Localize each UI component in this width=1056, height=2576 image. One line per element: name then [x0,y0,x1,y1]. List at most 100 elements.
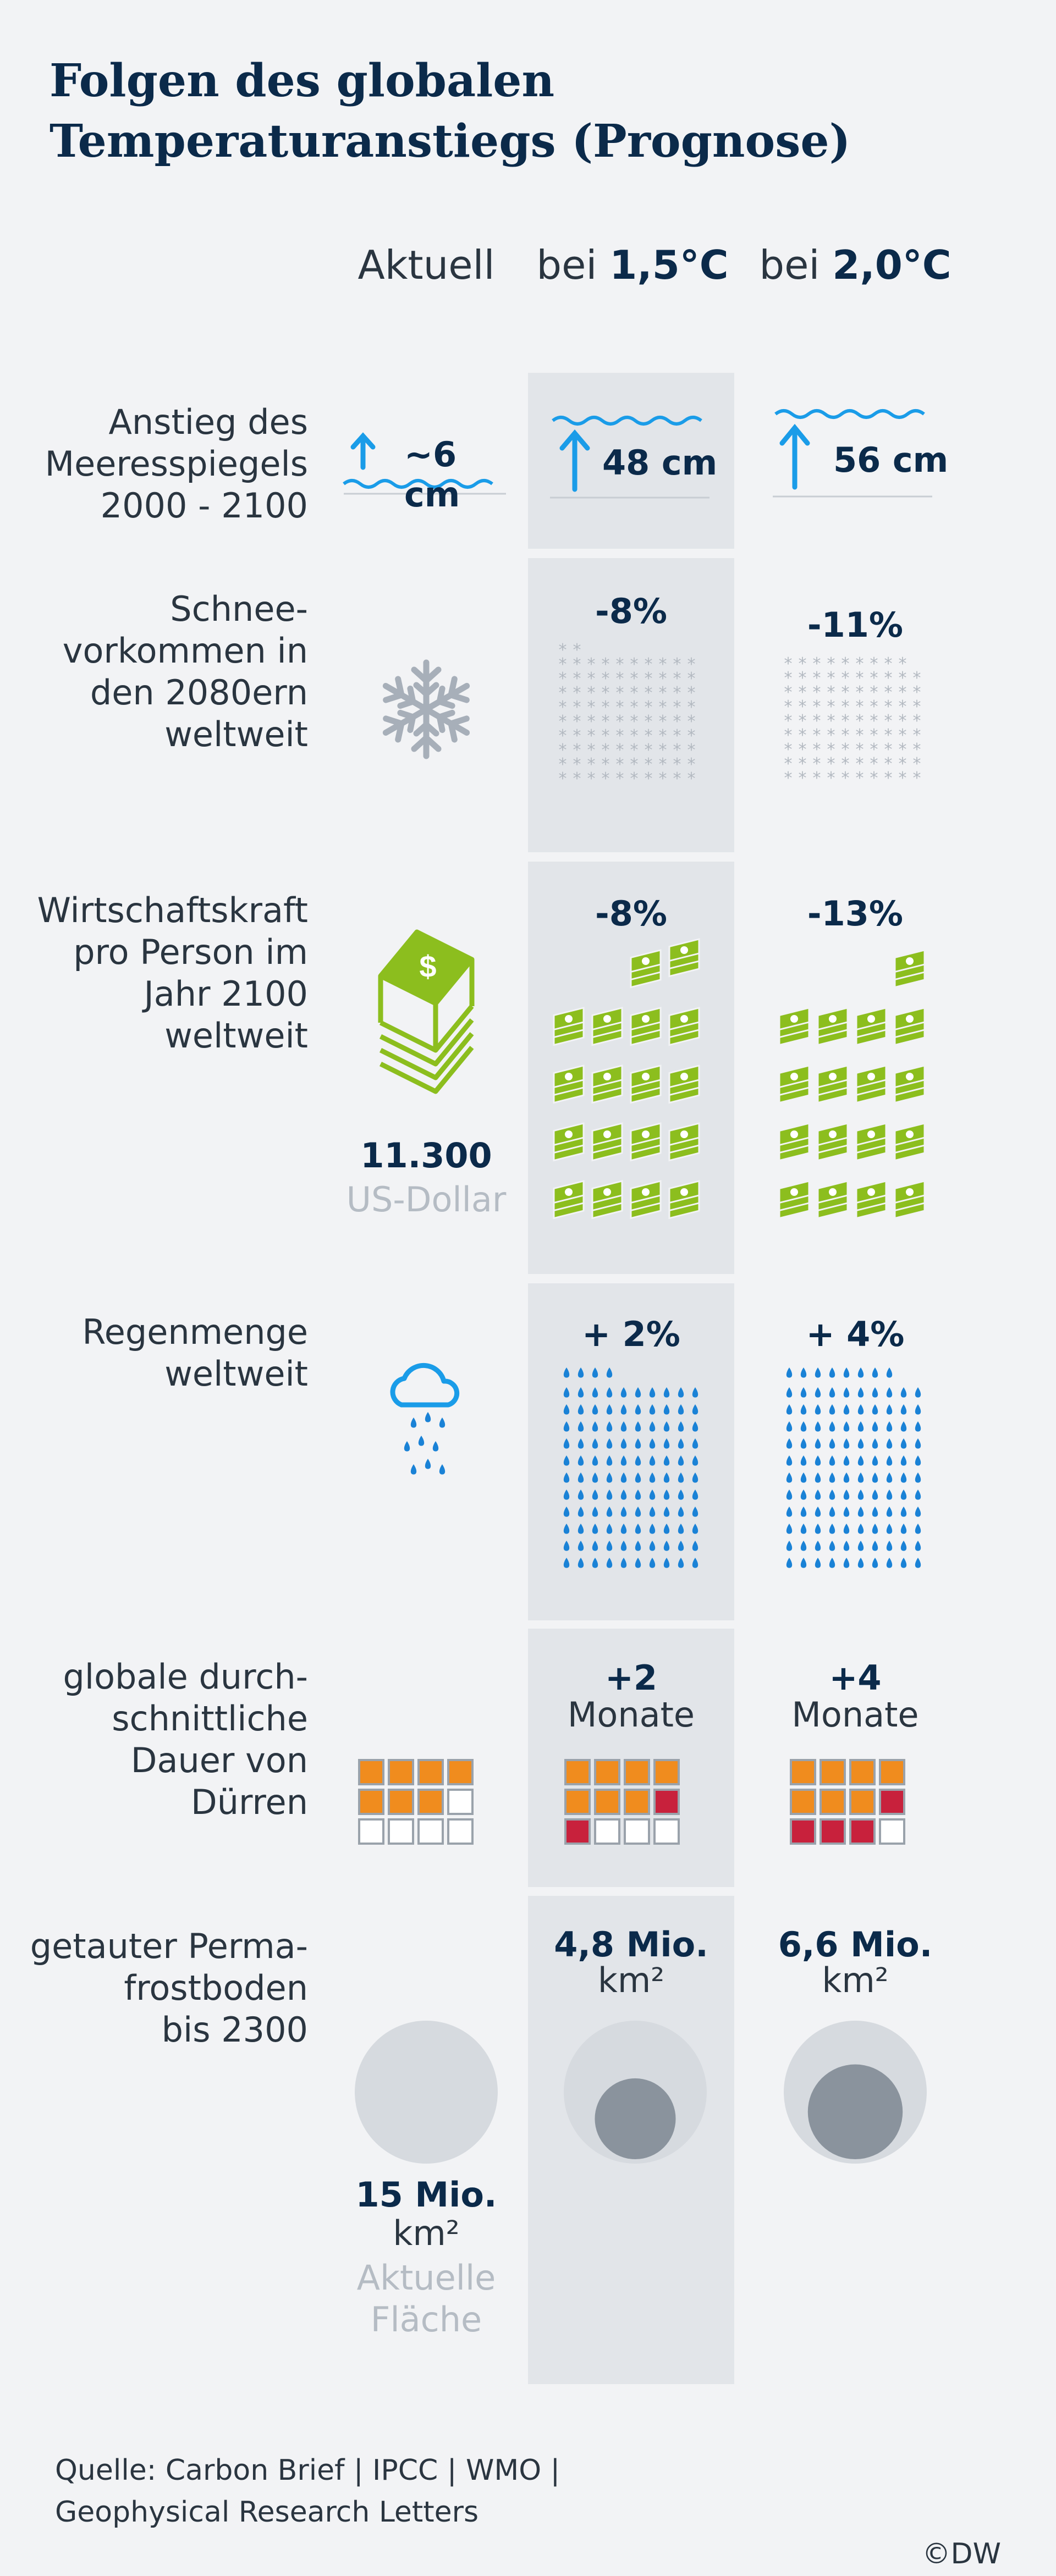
month-cell [820,1818,846,1845]
money-stack-mark [668,1007,700,1046]
snow-mark: * [884,726,893,745]
rain-drop [592,1524,598,1534]
sea-current-value: ~6 cm [404,434,460,515]
rain-drop [786,1490,793,1500]
month-cell [820,1759,846,1785]
snow-mark: * [559,741,567,760]
snow-mark: * [813,769,821,788]
snow-mark: * [884,740,893,759]
rain-drop [563,1404,570,1415]
rain-drop [815,1541,821,1551]
rain-drop [592,1558,598,1568]
snow-mark: * [913,669,921,688]
snow-1-5-value: -8% [595,591,667,631]
snow-mark: * [827,654,835,674]
rain-drop [592,1387,598,1398]
rain-extra-drop [800,1367,807,1378]
snow-mark: * [559,755,567,774]
rain-drop [606,1558,613,1568]
rain-drop [678,1558,684,1568]
snow-mark: * [688,683,696,703]
snow-mark: * [842,683,850,702]
rain-drop [886,1404,893,1415]
rain-drop [692,1438,698,1449]
money-stack-mark [894,1007,926,1046]
snow-mark: * [573,726,581,746]
snow-mark: * [913,769,921,788]
label-permafrost: getauter Perma-frostboden bis 2300 [30,1926,308,2050]
snow-mark: * [827,754,835,774]
snow-mark: * [587,755,596,774]
snow-mark: * [659,726,667,746]
rain-drop [886,1507,893,1517]
rain-drop [800,1524,807,1534]
snow-mark: * [602,726,610,746]
snow-mark: * [842,654,850,674]
rain-drop [900,1541,907,1551]
snow-mark: * [616,698,624,717]
drought-2-0-value: +4 [829,1658,882,1698]
rain-drop [800,1558,807,1568]
rain-drop [857,1524,864,1534]
rain-drop [915,1404,921,1415]
snow-mark: * [659,683,667,703]
month-cell [790,1759,816,1785]
snow-mark: * [884,769,893,788]
snow-mark: * [799,740,807,759]
snow-mark: * [870,711,878,731]
rain-drop [663,1558,670,1568]
rain-drop [815,1524,821,1534]
snow-mark: * [673,655,681,674]
snow-mark: * [784,683,793,702]
snow-mark: * [799,669,807,688]
rain-drop [843,1455,850,1466]
economy-current-value: 11.300 [360,1135,492,1176]
rain-2-0-value: + 4% [806,1314,905,1354]
rain-drop [563,1490,570,1500]
snow-mark: * [673,755,681,774]
month-cell [849,1818,876,1845]
money-stack-mark [894,949,926,989]
rain-drop [692,1387,698,1398]
rain-drop [635,1541,641,1551]
page-title: Folgen des globalen Temperaturanstiegs (P… [50,54,851,168]
permafrost-2-0-value: 6,6 Mio. [778,1924,933,1965]
snow-mark: * [602,741,610,760]
rain-drop [857,1421,864,1432]
rain-drop [606,1438,613,1449]
snow-mark: * [799,683,807,702]
snow-mark: * [799,726,807,745]
snow-mark: * [659,741,667,760]
rain-drop [635,1558,641,1568]
snow-mark: * [870,754,878,774]
snow-mark: * [616,755,624,774]
snow-mark: * [616,726,624,746]
rain-drop [592,1455,598,1466]
snow-mark: * [884,697,893,716]
money-stack-mark [817,1180,849,1220]
rain-drop [915,1541,921,1551]
rain-drop [829,1455,835,1466]
snow-mark: * [842,711,850,731]
permafrost-total-circle [355,2021,498,2164]
rain-drop [786,1438,793,1449]
credit: ©DW [922,2538,1001,2571]
sea-2-0-icon [773,409,932,498]
rain-1-5-value: + 2% [582,1314,680,1354]
rain-drop [872,1524,878,1534]
rain-drop [692,1472,698,1483]
rain-drop [635,1507,641,1517]
snow-mark: * [813,669,821,688]
drought-1-5-grid [564,1759,680,1845]
rain-drop [678,1490,684,1500]
snow-mark: * [813,697,821,716]
snow-mark: * [573,755,581,774]
rain-drop [663,1387,670,1398]
rain-drop [606,1541,613,1551]
snow-mark: * [856,697,864,716]
money-stack-mark [553,1180,585,1220]
rain-drop [563,1507,570,1517]
rain-drop [678,1387,684,1398]
rain-drop [857,1387,864,1398]
